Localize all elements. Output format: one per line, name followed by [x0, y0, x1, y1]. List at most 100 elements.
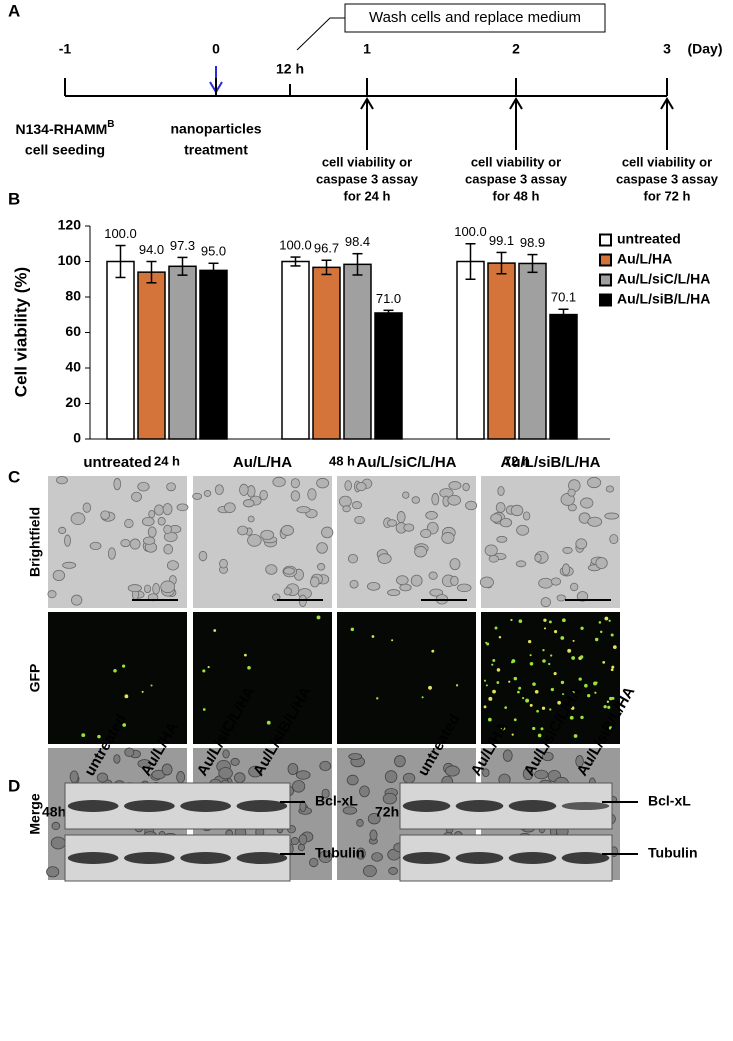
- gfp-spot: [525, 698, 530, 703]
- gfp-spot: [571, 656, 576, 660]
- gfp-spot: [607, 705, 611, 709]
- cell: [318, 850, 333, 863]
- gfp-spot: [534, 689, 539, 694]
- gfp-spot: [548, 620, 552, 624]
- gfp-spot: [496, 681, 500, 684]
- gfp-spot: [542, 659, 546, 663]
- column-header: Au/L/siB/L/HA: [501, 454, 601, 471]
- band-label: Tubulin: [648, 845, 698, 861]
- cell: [395, 575, 409, 586]
- cell: [366, 581, 381, 591]
- cell: [247, 515, 255, 523]
- cell: [428, 571, 438, 580]
- cell: [411, 496, 421, 504]
- cell: [142, 536, 156, 545]
- cell: [580, 497, 594, 509]
- error-bar: [115, 244, 126, 279]
- day-label: 2: [512, 41, 520, 57]
- gfp-spot: [499, 728, 504, 732]
- cell: [575, 538, 588, 550]
- legend-swatch: [599, 293, 612, 307]
- cell: [449, 558, 461, 571]
- value-label: 100.0: [279, 238, 312, 253]
- band: [180, 852, 231, 864]
- gfp-spot: [578, 677, 582, 681]
- cell: [445, 765, 460, 777]
- gfp-spot: [548, 662, 551, 666]
- gfp-spot: [571, 690, 575, 694]
- legend-label: untreated: [617, 231, 681, 247]
- time-label: 48h: [42, 804, 66, 820]
- day-label: 0: [212, 41, 220, 57]
- panel-label: A: [8, 1, 20, 20]
- bar: [549, 313, 578, 440]
- gfp-spot: [580, 715, 584, 720]
- day-label: -1: [59, 41, 72, 57]
- cell: [321, 526, 334, 539]
- cell: [223, 502, 236, 513]
- value-label: 71.0: [376, 291, 401, 306]
- gfp-spot: [612, 645, 617, 650]
- cell: [403, 523, 415, 532]
- cell: [316, 542, 328, 554]
- cell: [176, 771, 186, 784]
- cell: [371, 852, 383, 862]
- seeding-text: N134-RHAMM: [15, 121, 107, 137]
- gfp-spot: [391, 639, 394, 642]
- gfp-spot: [494, 626, 498, 630]
- cell: [587, 516, 603, 527]
- assay-label: cell viability or: [622, 154, 712, 169]
- bar: [168, 265, 197, 440]
- cell: [342, 806, 358, 815]
- cell: [176, 503, 189, 512]
- cell: [387, 519, 397, 527]
- bar: [343, 263, 372, 440]
- gfp-spot: [608, 619, 611, 622]
- cell: [107, 547, 116, 560]
- cell: [260, 529, 275, 541]
- band-label: Bcl-xL: [648, 793, 691, 809]
- gfp-spot: [376, 697, 379, 700]
- cell: [479, 576, 494, 589]
- cell: [516, 524, 530, 536]
- error-bar: [208, 262, 219, 279]
- gfp-spot: [141, 690, 144, 693]
- gfp-spot: [528, 639, 532, 644]
- bar: [281, 260, 310, 440]
- legend-label: Au/L/siB/L/HA: [617, 291, 710, 307]
- cell: [316, 563, 326, 571]
- cell: [402, 491, 410, 499]
- treatment-label: treatment: [184, 142, 248, 158]
- cell: [283, 587, 292, 596]
- gfp-spot: [122, 664, 126, 668]
- cell: [499, 517, 513, 528]
- cell: [137, 481, 150, 492]
- cell: [272, 476, 286, 488]
- cell: [429, 588, 444, 597]
- bar: [456, 260, 485, 440]
- bar: [312, 266, 341, 440]
- cell: [163, 524, 172, 535]
- y-tick-label: 0: [73, 430, 81, 446]
- cell: [575, 755, 584, 768]
- cell: [567, 488, 576, 497]
- assay-label: for 72 h: [644, 188, 691, 203]
- column-header: Au/L/siC/L/HA: [357, 454, 457, 471]
- cell: [295, 770, 311, 780]
- gfp-spot: [455, 684, 459, 687]
- gfp-spot: [483, 705, 487, 709]
- assay-arrow-head: [509, 97, 523, 110]
- cell: [321, 788, 330, 799]
- cell: [496, 535, 508, 543]
- gfp-spot: [549, 708, 552, 711]
- band: [180, 800, 231, 812]
- gfp-spot: [522, 696, 525, 700]
- gfp-spot: [599, 630, 603, 634]
- cell: [562, 546, 573, 554]
- gfp-spot: [611, 696, 615, 700]
- cell: [351, 501, 363, 510]
- gfp-spot: [266, 720, 271, 725]
- cell: [355, 482, 367, 492]
- seeding-label: N134-RHAMMB: [15, 119, 114, 137]
- cell: [540, 597, 551, 608]
